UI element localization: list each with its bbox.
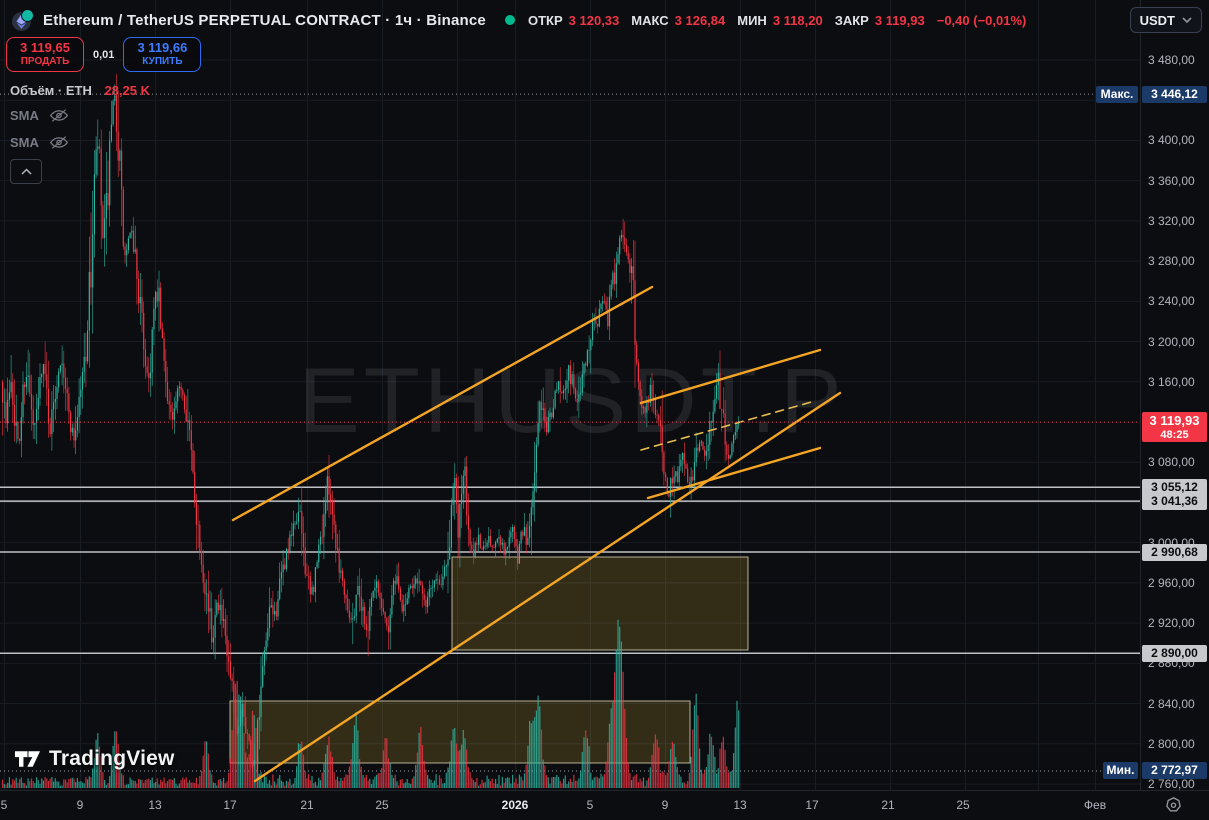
price-tick: 2 960,00	[1148, 575, 1195, 590]
volume-label: Объём · ETH	[10, 83, 92, 98]
chevron-down-icon	[1182, 17, 1192, 23]
high-label: МАКС	[631, 12, 669, 28]
price-level-label: 2 990,68	[1142, 543, 1207, 561]
open-label: ОТКР	[527, 12, 563, 28]
ohlc-readout: ОТКР 3 120,33 МАКС 3 126,84 МИН 3 118,20 ЗА…	[528, 13, 1026, 28]
eye-hidden-icon[interactable]	[49, 135, 69, 150]
price-axis[interactable]: 3 480,00 3 400,00 3 360,00 3 320,00 3 280,00…	[1140, 0, 1209, 791]
sma-indicator-row-1[interactable]: SMA	[10, 108, 69, 123]
high-price-label: 3 446,12	[1142, 85, 1207, 103]
time-tick: 13	[733, 798, 747, 812]
time-tick: 17	[223, 798, 237, 812]
market-status-icon	[504, 15, 515, 25]
currency-selector[interactable]: USDT	[1129, 7, 1202, 33]
sma-indicator-row-2[interactable]: SMA	[10, 135, 69, 150]
price-tick: 2 800,00	[1148, 736, 1195, 751]
sell-price: 3 119,65	[20, 40, 70, 56]
tradingview-logo[interactable]: TradingView	[14, 747, 175, 771]
price-tick: 3 280,00	[1148, 254, 1195, 269]
price-tick: 3 480,00	[1148, 53, 1195, 67]
gridlines	[0, 0, 1140, 790]
sell-label: ПРОДАТЬ	[20, 56, 70, 68]
tradingview-logo-text: TradingView	[49, 747, 175, 770]
time-tick: 9	[661, 798, 669, 812]
time-tick: 17	[805, 798, 819, 812]
buy-button[interactable]: 3 119,66 КУПИТЬ	[123, 37, 202, 72]
candles	[2, 73, 740, 779]
time-tick: 9	[76, 798, 84, 812]
price-level-label: 2 890,00	[1142, 644, 1207, 662]
change-value: −0,40 (−0,01%)	[936, 12, 1027, 28]
volume-legend[interactable]: Объём · ETH 28,25 K	[10, 83, 150, 98]
price-tick: 3 400,00	[1148, 133, 1195, 148]
low-price-label: 2 772,97	[1142, 762, 1207, 780]
time-tick: 5	[586, 798, 594, 812]
price-tick: 3 200,00	[1148, 334, 1195, 349]
sma-label: SMA	[10, 108, 39, 123]
time-tick: 2026	[501, 798, 529, 812]
price-tick: 2 840,00	[1148, 696, 1195, 711]
time-axis[interactable]: 5 9 13 17 21 25 2026 5 9 13 17 21 25 Фев	[0, 790, 1209, 820]
trend-lines	[231, 285, 842, 783]
price-tick: 3 320,00	[1148, 213, 1195, 228]
price-level-label: 3 055,12	[1142, 478, 1207, 496]
last-price-label: 3 119,93 48:25	[1142, 412, 1207, 443]
price-tick: 3 160,00	[1148, 374, 1195, 389]
symbol-title[interactable]: Ethereum / TetherUS PERPETUAL CONTRACT ·…	[43, 11, 486, 29]
high-word-label: Макс.	[1096, 85, 1138, 103]
low-word-label: Мин.	[1103, 762, 1138, 780]
close-value: 3 119,93	[874, 12, 925, 28]
buy-label: КУПИТЬ	[142, 56, 183, 68]
sell-button[interactable]: 3 119,65 ПРОДАТЬ	[6, 37, 84, 72]
volume-value: 28,25 K	[104, 83, 151, 98]
eye-hidden-icon[interactable]	[49, 108, 69, 123]
time-tick: Фев	[1083, 798, 1107, 812]
price-tick: 2 760,00	[1148, 777, 1195, 791]
price-tick: 3 080,00	[1148, 455, 1195, 470]
time-tick: 25	[375, 798, 389, 812]
volume-bars	[2, 619, 740, 788]
low-label: МИН	[737, 12, 767, 28]
price-chart-canvas[interactable]: ETHUSDT.P	[0, 0, 1140, 790]
price-level-label: 3 041,36	[1142, 492, 1207, 510]
collapse-panel-button[interactable]	[10, 159, 42, 184]
spread-value: 0,01	[93, 48, 115, 61]
buy-price: 3 119,66	[137, 40, 188, 56]
time-tick: 13	[148, 798, 162, 812]
ethereum-binance-icon	[12, 9, 34, 31]
time-tick: 5	[0, 798, 8, 812]
open-value: 3 120,33	[568, 12, 620, 28]
price-tick: 2 920,00	[1148, 616, 1195, 631]
chart-header: Ethereum / TetherUS PERPETUAL CONTRACT ·…	[0, 0, 1129, 40]
close-label: ЗАКР	[834, 12, 869, 28]
chevron-up-icon	[20, 168, 32, 175]
high-value: 3 126,84	[674, 12, 726, 28]
axis-settings-gear-icon[interactable]	[1164, 796, 1183, 820]
time-tick: 21	[881, 798, 895, 812]
low-value: 3 118,20	[772, 12, 823, 28]
time-tick: 25	[956, 798, 970, 812]
currency-label: USDT	[1139, 12, 1175, 28]
tradingview-logo-icon	[14, 751, 41, 767]
trade-panel: 3 119,65 ПРОДАТЬ 0,01 3 119,66 КУПИТЬ	[6, 37, 202, 72]
price-tick: 3 240,00	[1148, 294, 1195, 309]
sma-label: SMA	[10, 135, 39, 150]
horizontal-levels	[0, 93, 1140, 772]
price-tick: 3 360,00	[1148, 173, 1195, 188]
time-tick: 21	[300, 798, 314, 812]
